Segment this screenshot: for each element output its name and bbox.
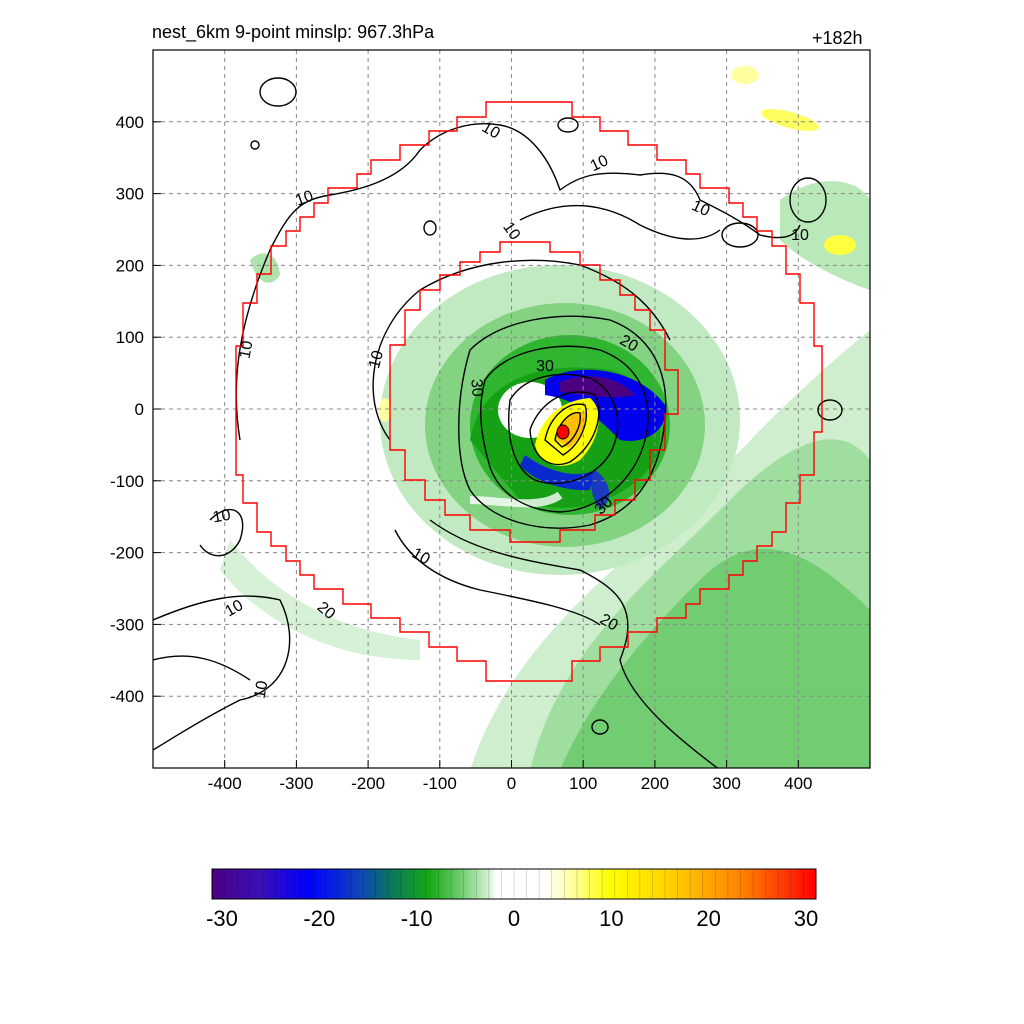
x-tick-label: -300 <box>279 774 313 793</box>
svg-text:30: 30 <box>536 358 554 375</box>
x-tick-label: -100 <box>423 774 457 793</box>
contour-label: 10 <box>588 152 611 175</box>
svg-text:10: 10 <box>689 197 712 220</box>
y-axis: 400 300 200 100 0 -100 -200 -300 -400 <box>110 113 161 706</box>
svg-text:10: 10 <box>366 349 387 371</box>
svg-text:10: 10 <box>791 227 809 244</box>
colorbar-tick-label: 20 <box>696 906 721 931</box>
svg-text:20: 20 <box>617 332 641 356</box>
contour-label: 30 <box>467 378 485 397</box>
svg-text:10: 10 <box>212 507 233 527</box>
y-tick-label: -300 <box>110 615 144 634</box>
contour-label: 10 <box>212 507 233 527</box>
svg-text:30: 30 <box>467 378 485 397</box>
y-tick-label: 0 <box>135 400 144 419</box>
contour-label: 30 <box>536 358 554 375</box>
x-tick-label: -400 <box>208 774 242 793</box>
y-tick-label: 100 <box>116 328 144 347</box>
svg-text:10: 10 <box>293 188 316 210</box>
colorbar-tick-label: 30 <box>793 906 819 931</box>
svg-text:10: 10 <box>588 152 611 175</box>
x-tick-label: 0 <box>507 774 516 793</box>
svg-text:10: 10 <box>409 545 433 569</box>
forecast-hour: +182h <box>812 28 863 48</box>
contour-label: 10 <box>689 197 712 220</box>
y-tick-label: -200 <box>110 544 144 563</box>
colorbar <box>211 868 817 900</box>
colorbar-tick-label: -10 <box>400 906 433 931</box>
contour-label: 10 <box>222 597 246 621</box>
contour-label: 10 <box>479 119 503 143</box>
domain-boundaries <box>235 101 823 682</box>
colorbar-tick-label: -20 <box>303 906 336 931</box>
contour-label: 10 <box>366 349 387 371</box>
colorbar-tick-label: 0 <box>507 906 521 931</box>
y-tick-label: 300 <box>116 185 144 204</box>
contour-label: 20 <box>617 332 641 356</box>
svg-text:10: 10 <box>237 339 257 360</box>
plot-title: nest_6km 9-point minslp: 967.3hPa <box>152 22 435 42</box>
y-tick-label: -100 <box>110 472 144 491</box>
svg-text:20: 20 <box>597 611 621 635</box>
x-tick-label: -200 <box>351 774 385 793</box>
contour-label: 20 <box>597 611 621 635</box>
y-tick-label: -400 <box>110 687 144 706</box>
x-tick-label: 400 <box>784 774 812 793</box>
x-tick-label: 200 <box>641 774 669 793</box>
x-tick-label: 100 <box>569 774 597 793</box>
svg-text:10: 10 <box>479 119 503 143</box>
contour-label: 10 <box>409 545 433 569</box>
storm-center-marker <box>556 424 570 440</box>
y-tick-label: 400 <box>116 113 144 132</box>
contour-label: 10 <box>791 227 809 244</box>
x-axis: -400 -300 -200 -100 0 100 200 300 400 <box>208 760 812 793</box>
contour-label: 10 <box>237 339 257 360</box>
y-tick-label: 200 <box>116 256 144 275</box>
x-tick-label: 300 <box>712 774 740 793</box>
svg-text:10: 10 <box>252 679 272 700</box>
colorbar-tick-label: 10 <box>599 906 624 931</box>
contour-label: 10 <box>252 679 272 700</box>
svg-text:10: 10 <box>222 597 246 621</box>
contour-label: 10 <box>293 188 316 210</box>
colorbar-tick-label: -30 <box>206 906 238 931</box>
